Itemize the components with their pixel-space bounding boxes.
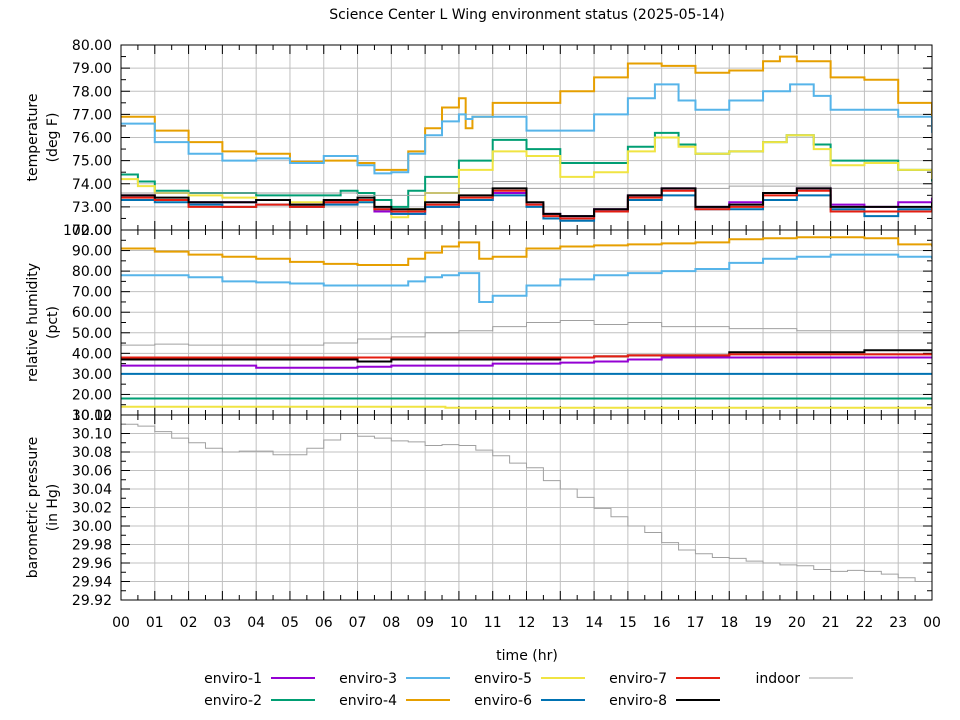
legend-label: indoor [755,671,800,687]
x-tick-label: 19 [754,615,772,631]
x-tick-label: 02 [180,615,198,631]
legend-label: enviro-4 [339,693,397,709]
x-axis-label: time (hr) [496,648,558,664]
x-tick-label: 09 [416,615,434,631]
legend-label: enviro-3 [339,671,397,687]
series-enviro-5-humidity [121,405,932,409]
x-tick-label: 18 [720,615,738,631]
series-enviro-8-humidity [121,349,932,363]
legend-item-enviro-5: enviro-5 [474,671,585,687]
y-tick-label: 78.00 [72,84,112,100]
series-enviro-3-temperature [121,83,932,175]
y-tick-label: 30.02 [72,501,112,517]
legend: enviro-1 enviro-2 enviro-3 enviro-4 enviro-5… [204,671,853,709]
legend-item-enviro-8: enviro-8 [609,693,720,709]
y-tick-label: 74.00 [72,177,112,193]
legend-label: enviro-1 [204,671,262,687]
panel-humidity: 10.00 20.00 30.00 40.00 50.00 60.00 70.00 80.00… [25,223,933,424]
legend-label: enviro-2 [204,693,262,709]
x-tick-label: 00 [923,615,941,631]
series-enviro-8-temperature [121,187,932,218]
x-tick-label: 06 [315,615,333,631]
x-tick-label: 04 [247,615,265,631]
y-tick-label: 100.00 [63,223,112,239]
y-tick-label: 75.00 [72,154,112,170]
y-tick-label: 29.94 [72,575,112,591]
legend-item-enviro-7: enviro-7 [609,671,720,687]
y-tick-label: 20.00 [72,387,112,403]
legend-item-enviro-1: enviro-1 [204,671,315,687]
y-tick-label: 29.92 [72,593,112,609]
x-tick-label: 21 [822,615,840,631]
x-tick-label: 13 [551,615,569,631]
y-tick-label: 30.00 [72,367,112,383]
y-tick-label: 80.00 [72,38,112,54]
series-indoor-humidity [121,319,932,346]
y-tick-label: 29.98 [72,538,112,554]
x-tick-label: 17 [687,615,705,631]
x-tick-label: 07 [349,615,367,631]
x-tick-label: 16 [653,615,671,631]
y-tick-label: 30.00 [72,519,112,535]
y-tick-label: 80.00 [72,264,112,280]
y-axis-label-pressure: barometric pressure (in Hg) [25,437,61,578]
y-tick-label: 70.00 [72,285,112,301]
x-tick-label: 14 [585,615,603,631]
y-tick-label: 50.00 [72,326,112,342]
x-tick-label: 01 [146,615,164,631]
series-indoor-pressure [121,423,932,583]
legend-item-enviro-4: enviro-4 [339,693,450,709]
series-enviro-1-humidity [121,356,932,369]
y-tick-label: 30.12 [72,408,112,424]
legend-label: enviro-5 [474,671,532,687]
x-tick-label: 15 [619,615,637,631]
y-tick-label: 76.00 [72,131,112,147]
x-tick-label: 05 [281,615,299,631]
y-tick-label: 30.04 [72,482,112,498]
y-axis-label-humidity: relative humidity (pct) [25,263,61,382]
x-tick-label: 08 [382,615,400,631]
y-tick-label: 40.00 [72,346,112,362]
y-tick-label: 79.00 [72,61,112,77]
x-tick-label: 11 [484,615,502,631]
x-tick-label: 00 [112,615,130,631]
panel-temperature: 72.00 73.00 74.00 75.00 76.00 77.00 78.00 79.00… [25,38,933,239]
series-enviro-4-humidity [121,236,932,266]
y-tick-label: 72.00 [72,223,112,239]
y-tick-label: 29.96 [72,556,112,572]
y-axis-label-temperature: temperature (deg F) [25,94,61,182]
legend-label: enviro-7 [609,671,667,687]
y-tick-label: 77.00 [72,107,112,123]
series-enviro-5-temperature [121,134,932,219]
plot-border [120,414,933,601]
series-enviro-7-humidity [121,353,932,359]
chart-title: Science Center L Wing environment status… [329,7,725,23]
y-tick-label: 30.10 [72,427,112,443]
legend-label: enviro-6 [474,693,532,709]
y-tick-label: 30.06 [72,464,112,480]
legend-item-enviro-3: enviro-3 [339,671,450,687]
series-enviro-3-humidity [121,253,932,303]
x-tick-label: 20 [788,615,806,631]
x-tick-label: 03 [213,615,231,631]
legend-item-indoor: indoor [755,671,853,687]
x-tick-label: 23 [889,615,907,631]
panel-pressure: 29.92 29.94 29.96 29.98 30.00 30.02 30.04 30.06… [25,408,933,609]
series-indoor-temperature [121,180,932,196]
y-tick-label: 10.00 [72,408,112,424]
y-tick-label: 90.00 [72,244,112,260]
legend-item-enviro-2: enviro-2 [204,693,315,709]
legend-label: enviro-8 [609,693,667,709]
legend-item-enviro-6: enviro-6 [474,693,585,709]
y-tick-label: 73.00 [72,200,112,216]
x-tick-label: 10 [450,615,468,631]
x-tick-label: 12 [518,615,536,631]
y-tick-label: 30.08 [72,445,112,461]
x-tick-label: 22 [856,615,874,631]
y-tick-label: 60.00 [72,305,112,321]
